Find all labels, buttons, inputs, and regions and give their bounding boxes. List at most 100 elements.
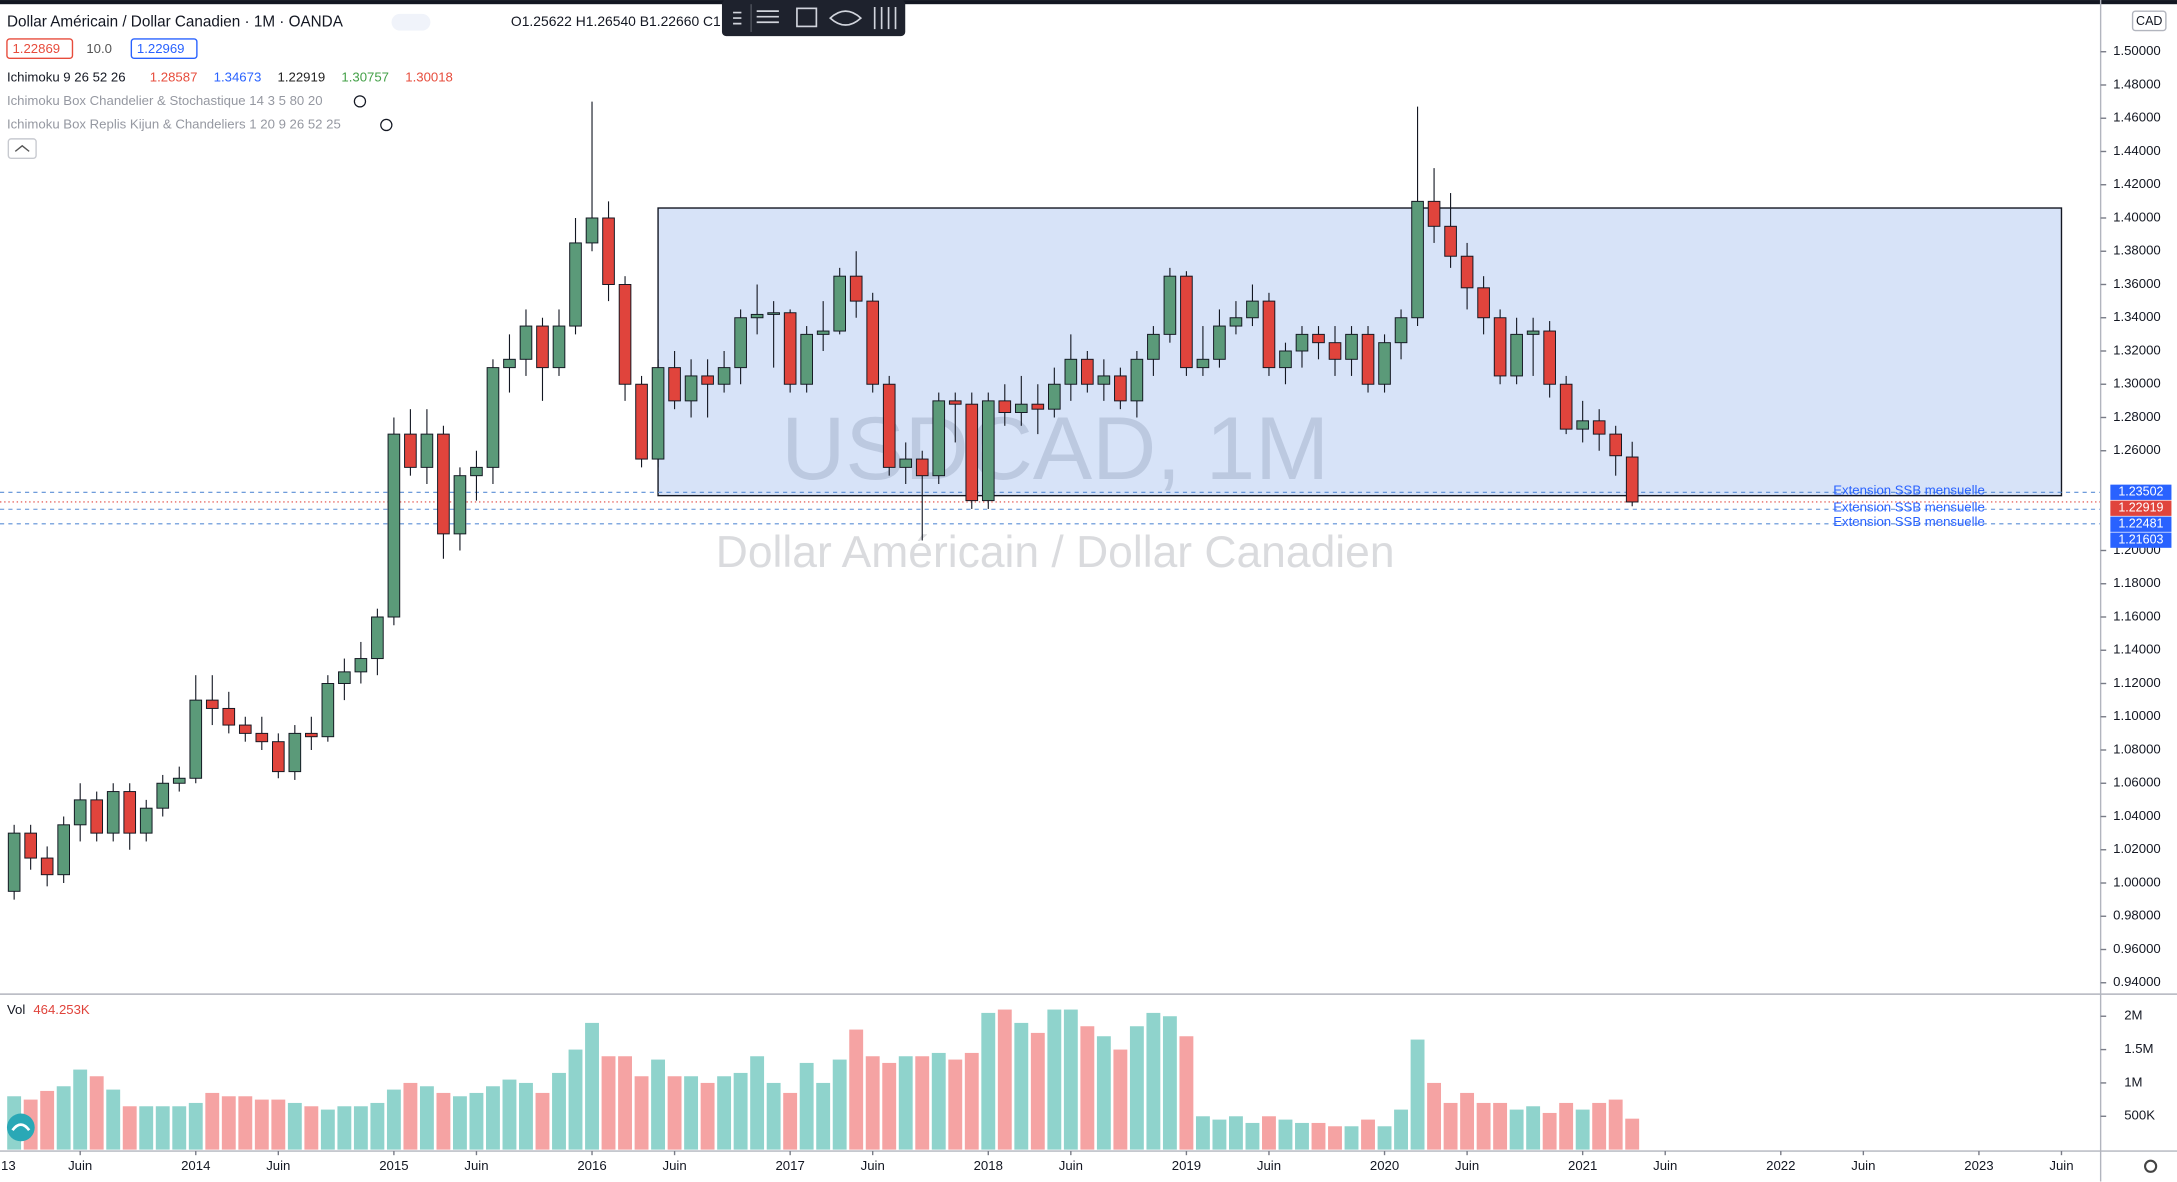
- collapse-button[interactable]: [7, 138, 37, 160]
- candle-body: [866, 300, 880, 385]
- volume-bar: [106, 1089, 121, 1150]
- icon-lines[interactable]: [756, 10, 779, 24]
- candle-body: [1097, 375, 1111, 385]
- candle-body: [1180, 275, 1193, 369]
- candle-body: [1031, 403, 1045, 410]
- logo-mark: [11, 1123, 31, 1132]
- candle-body: [816, 330, 830, 335]
- candle-body: [1609, 433, 1623, 457]
- indicator-value: 1.34673: [214, 69, 262, 84]
- volume-bar: [1311, 1122, 1326, 1150]
- volume-bar: [502, 1079, 517, 1150]
- volume-bar: [155, 1106, 170, 1150]
- candle-body: [882, 383, 896, 468]
- axis-unit: CAD: [2136, 14, 2162, 28]
- volume-bar: [73, 1069, 88, 1150]
- candle-body: [899, 458, 913, 468]
- volume-bar: [799, 1062, 814, 1150]
- volume-bar: [205, 1092, 220, 1150]
- candle-body: [1229, 317, 1243, 327]
- candle-body: [305, 732, 318, 738]
- candle-body: [1295, 333, 1309, 352]
- y-tick-label: 1.14000: [2113, 642, 2161, 657]
- candle-body: [123, 791, 137, 834]
- x-tick-label: 2022: [1766, 1158, 1795, 1173]
- volume-bar: [287, 1102, 302, 1150]
- indicator-value: 1.30757: [341, 69, 389, 84]
- candle-body: [437, 433, 450, 535]
- volume-bar: [1394, 1109, 1408, 1150]
- candle-body: [1196, 358, 1210, 369]
- volume-bar: [1344, 1126, 1359, 1150]
- volume-bar: [1245, 1122, 1260, 1150]
- volume-bar: [1559, 1102, 1574, 1150]
- x-tick-label: 2016: [577, 1158, 606, 1173]
- volume-bar: [1129, 1026, 1144, 1150]
- candle-body: [321, 683, 335, 738]
- y-tick-label: 1.00000: [2113, 874, 2161, 889]
- x-tick-label: 2023: [1964, 1158, 1993, 1173]
- candle-body: [172, 777, 186, 784]
- candle-body: [205, 699, 219, 709]
- logo[interactable]: [6, 1113, 35, 1142]
- volume-bar: [40, 1090, 55, 1150]
- candle-body: [272, 741, 285, 773]
- candle-body: [40, 857, 54, 876]
- candle-body: [486, 367, 500, 468]
- volume-bar: [436, 1092, 451, 1150]
- price-label: 1.22919: [2118, 501, 2163, 515]
- x-tick-label: 2021: [1568, 1158, 1597, 1173]
- candle-body: [1625, 456, 1639, 503]
- volume-bar: [122, 1106, 137, 1150]
- y-tick-label: 1.12000: [2113, 675, 2161, 690]
- legend-box-label: 1.22969: [137, 41, 185, 56]
- y-tick-label: 1.16000: [2113, 608, 2161, 623]
- icon-measure[interactable]: [873, 6, 897, 30]
- legend-box: [130, 38, 198, 60]
- drawing-toolbar[interactable]: [721, 0, 906, 37]
- candle-body: [1543, 330, 1556, 385]
- legend-box-label: 1.22869: [12, 41, 60, 56]
- volume-bar: [56, 1086, 71, 1150]
- candle-body: [420, 433, 434, 468]
- volume-bar: [1047, 1009, 1062, 1150]
- y-tick-label: 1.38000: [2113, 243, 2161, 258]
- volume-bar: [188, 1102, 203, 1150]
- volume-bar: [403, 1082, 418, 1150]
- y-tick-label: 1.28000: [2113, 409, 2161, 424]
- toolbar-icons: [733, 6, 897, 30]
- volume-bar: [1014, 1022, 1029, 1150]
- y-tick-label: 1.50000: [2113, 43, 2161, 58]
- candle-body: [783, 312, 797, 385]
- y-tick-label: 1.48000: [2113, 76, 2161, 91]
- volume-bar: [898, 1056, 913, 1150]
- x-tick-label: Juin: [1653, 1158, 1677, 1173]
- y-tick-label: 1.32000: [2113, 342, 2161, 357]
- candle-body: [238, 724, 252, 734]
- candle-body: [1213, 325, 1226, 360]
- y-tick-label: 1.08000: [2113, 741, 2161, 756]
- x-tick-label: Juin: [1059, 1158, 1083, 1173]
- volume-bar: [552, 1072, 566, 1150]
- icon-rect[interactable]: [796, 7, 818, 28]
- candle-body: [1163, 275, 1177, 335]
- volume-bar: [882, 1062, 897, 1150]
- volume-bar: [1262, 1116, 1276, 1150]
- candle-body: [651, 367, 665, 460]
- volume-bar: [700, 1082, 715, 1150]
- top-border: [0, 0, 2177, 5]
- price-pane: USDCAD, 1M Dollar Américain / Dollar Cana…: [0, 101, 2101, 900]
- candle-body: [734, 317, 747, 369]
- candle-body: [767, 312, 780, 315]
- candle-body: [1328, 342, 1342, 360]
- candle-body: [668, 367, 681, 402]
- candle-body: [1411, 200, 1424, 319]
- volume-bar: [915, 1056, 930, 1150]
- vol-tick-label: 500K: [2124, 1108, 2155, 1123]
- settings-icon[interactable]: [2144, 1159, 2158, 1173]
- icon-shape[interactable]: [829, 10, 863, 26]
- volume-bar: [535, 1092, 550, 1150]
- candle-body: [849, 275, 863, 302]
